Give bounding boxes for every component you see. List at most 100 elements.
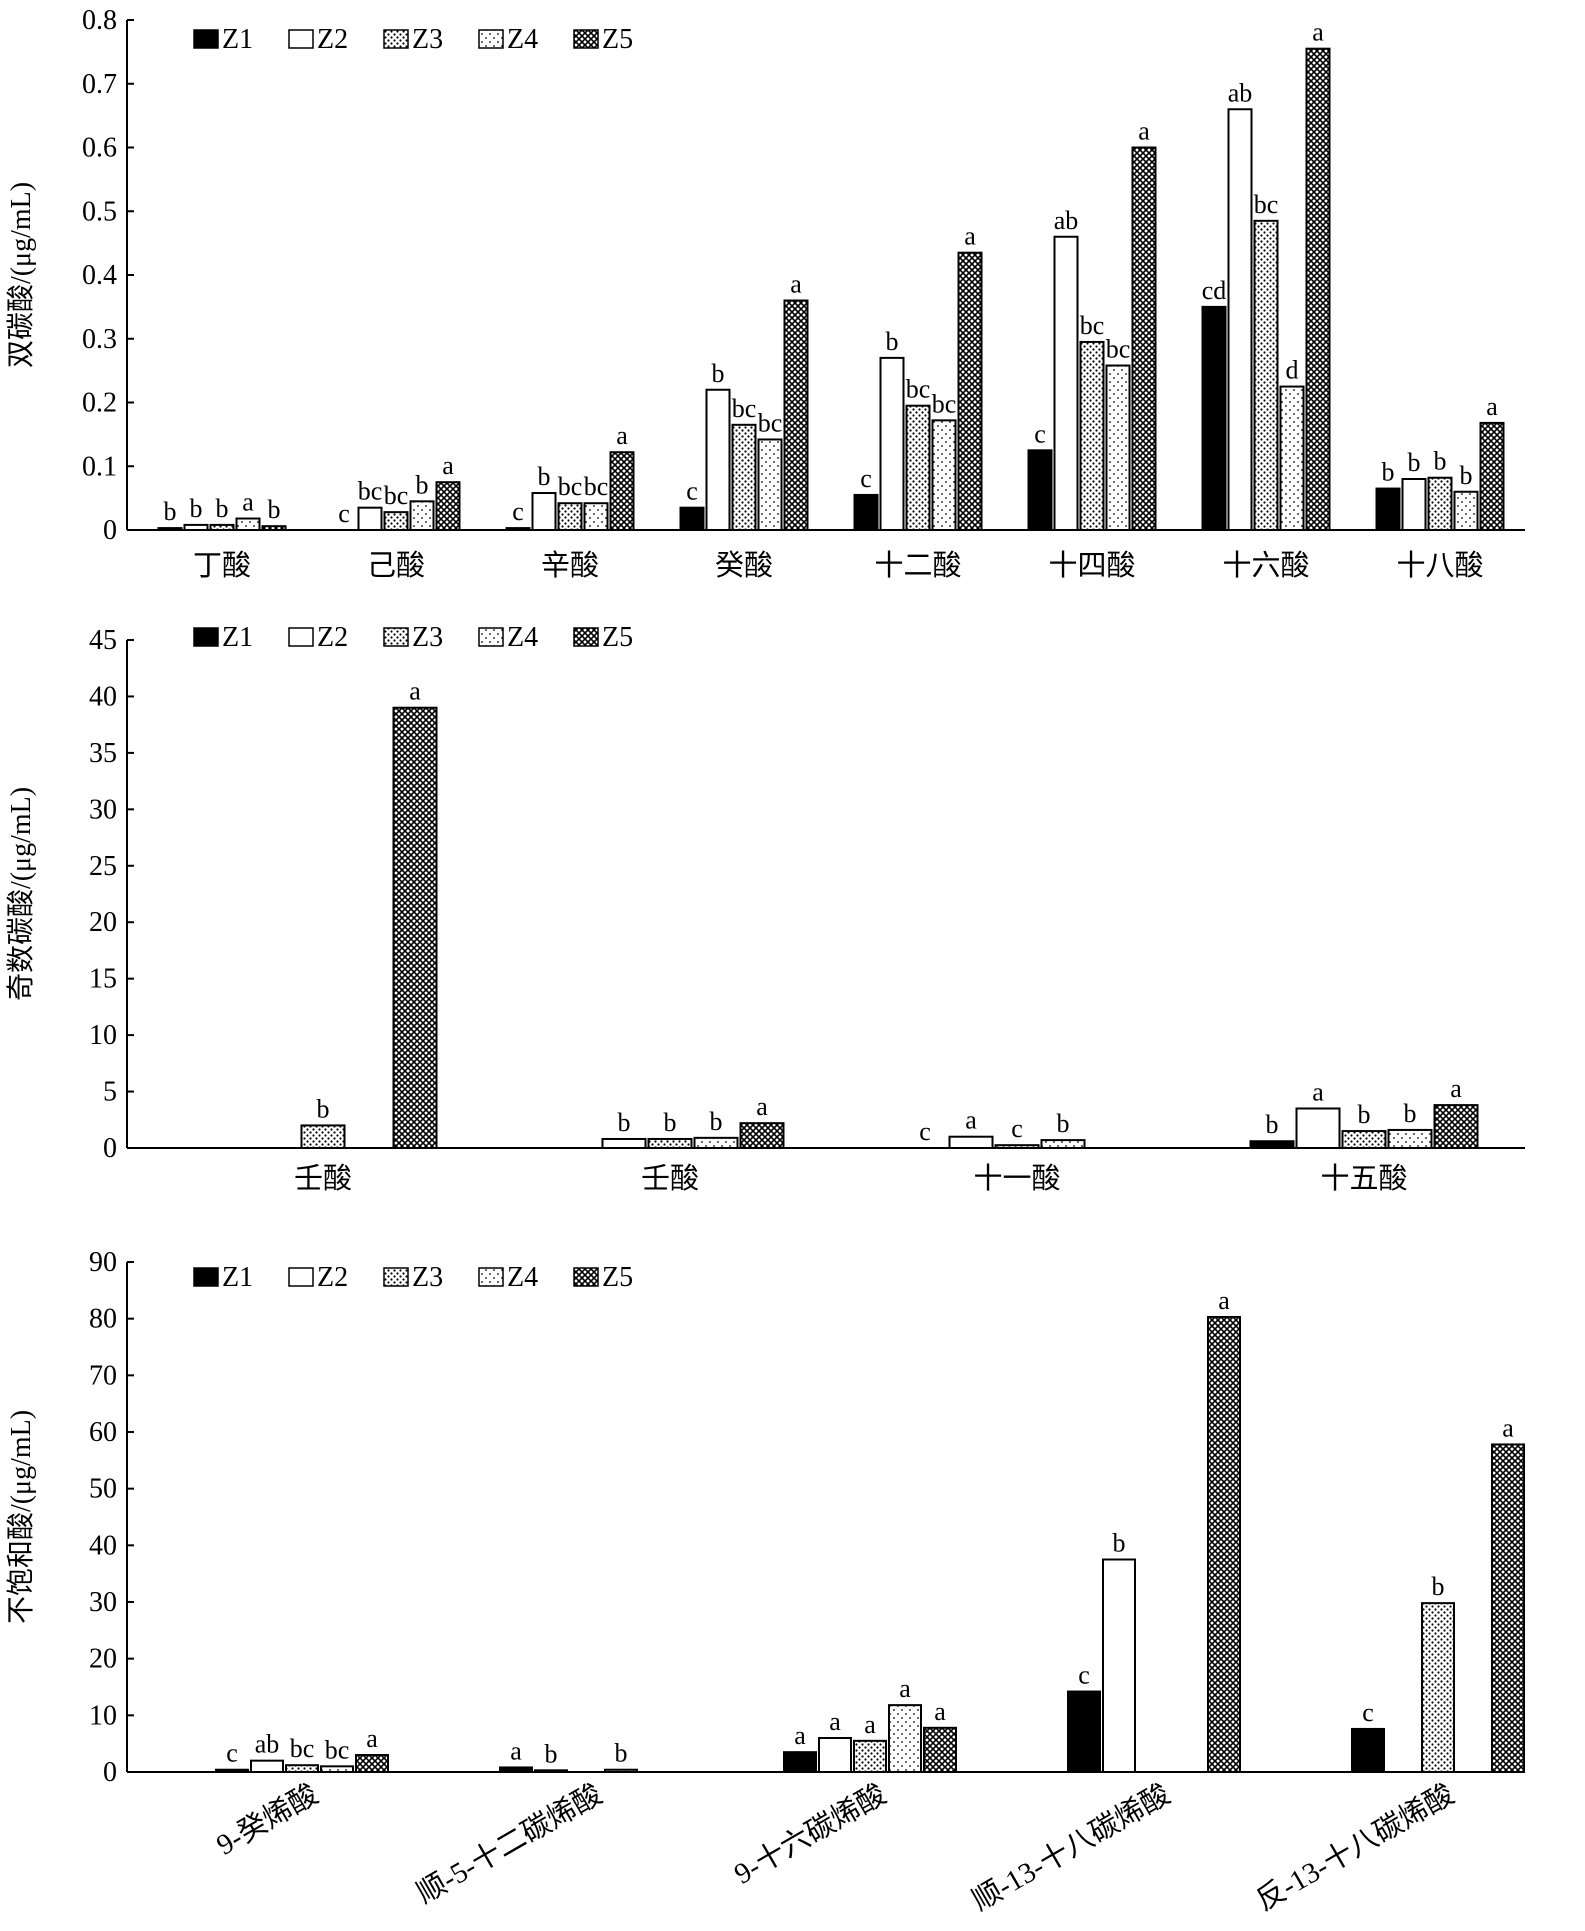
legend-swatch-z1 — [193, 29, 219, 49]
y-tick-label: 0.7 — [82, 69, 117, 100]
significance-label: a — [442, 451, 454, 480]
bar-z4-cat6 — [1279, 385, 1305, 531]
bar-z2-cat0 — [183, 523, 209, 532]
bar-z3-cat1 — [647, 1137, 693, 1149]
significance-label: bc — [558, 472, 583, 501]
legend: Z1 Z2 Z3 Z4 Z5 — [193, 622, 633, 653]
bar-z2-cat5 — [1053, 235, 1079, 531]
x-category-label: 十二酸 — [874, 549, 961, 582]
x-category-label: 壬酸 — [294, 1162, 352, 1195]
significance-label: a — [1138, 117, 1150, 146]
legend-swatch-z4 — [478, 1267, 504, 1287]
bar-z1-cat7 — [1375, 487, 1401, 531]
significance-label: a — [1218, 1286, 1230, 1315]
bar-z4-cat3 — [757, 438, 783, 532]
significance-label: b — [710, 1107, 723, 1136]
legend-label-z4: Z4 — [507, 24, 538, 55]
legend-label-z3: Z3 — [412, 622, 443, 653]
y-tick-label: 45 — [89, 625, 117, 656]
bar-z2-cat4 — [879, 356, 905, 531]
significance-label: b — [1460, 461, 1473, 490]
bar-z5-cat2 — [609, 451, 635, 532]
legend-swatch-z5 — [573, 1267, 599, 1287]
bar-z5-cat0 — [355, 1754, 389, 1773]
significance-label: a — [1312, 1077, 1324, 1106]
bar-z5-cat3 — [1207, 1315, 1241, 1773]
legend-label-z5: Z5 — [602, 1262, 633, 1293]
significance-label: b — [416, 470, 429, 499]
significance-label: bc — [906, 375, 931, 404]
significance-label: bc — [384, 481, 409, 510]
y-tick-label: 0.4 — [82, 260, 117, 291]
bar-z2-cat3 — [705, 388, 731, 531]
y-tick-label: 0.2 — [82, 388, 117, 419]
significance-label: c — [226, 1739, 238, 1768]
y-tick-label: 0.6 — [82, 133, 117, 164]
legend-label-z3: Z3 — [412, 24, 443, 55]
significance-label: d — [1286, 356, 1299, 385]
legend-label-z2: Z2 — [317, 1262, 348, 1293]
x-category-label: 十五酸 — [1320, 1162, 1407, 1195]
significance-label: a — [1502, 1413, 1514, 1442]
bar-z5-cat1 — [739, 1122, 785, 1149]
x-category-label: 己酸 — [367, 549, 425, 582]
significance-label: a — [864, 1710, 876, 1739]
panel-odd-carbon-acids: 0 5 10 15 20 25 30 35 40 45 奇数碳酸/(μg/mL) b a 壬酸 b b b a 壬酸… — [5, 622, 1525, 1195]
y-tick-label: 0 — [103, 1757, 117, 1788]
bar-z4-cat0 — [235, 517, 261, 532]
bar-z2-cat2 — [818, 1737, 852, 1773]
significance-label: b — [538, 462, 551, 491]
significance-label: a — [934, 1697, 946, 1726]
legend-swatch-z1 — [193, 1267, 219, 1287]
bar-z1-cat4 — [853, 493, 879, 531]
bar-z5-cat1 — [435, 481, 461, 531]
bar-z4-cat7 — [1453, 490, 1479, 531]
y-tick-label: 5 — [103, 1077, 117, 1108]
y-tick-label: 70 — [89, 1360, 117, 1391]
bar-z3-cat4 — [905, 404, 931, 531]
bar-z4-cat5 — [1105, 364, 1131, 531]
bar-z1-cat4 — [1351, 1727, 1385, 1774]
bar-z4-cat2 — [888, 1704, 922, 1773]
significance-label: a — [616, 421, 628, 450]
significance-label: bc — [325, 1735, 350, 1764]
y-tick-label: 80 — [89, 1304, 117, 1335]
significance-label: b — [618, 1108, 631, 1137]
significance-label: a — [829, 1707, 841, 1736]
legend-label-z4: Z4 — [507, 622, 538, 653]
legend-label-z5: Z5 — [602, 622, 633, 653]
y-tick-label: 20 — [89, 1644, 117, 1675]
significance-label: c — [512, 497, 524, 526]
significance-label: ab — [1228, 78, 1253, 107]
x-category-label: 壬酸 — [641, 1162, 699, 1195]
bar-z1-cat0 — [215, 1768, 249, 1773]
significance-label: a — [756, 1092, 768, 1121]
bar-z3-cat6 — [1253, 219, 1279, 531]
bar-z1-cat0 — [157, 527, 183, 532]
significance-label: b — [216, 494, 229, 523]
y-tick-label: 60 — [89, 1417, 117, 1448]
significance-label: b — [1113, 1529, 1126, 1558]
x-category-label: 十六酸 — [1222, 549, 1309, 582]
bar-z3-cat3 — [731, 423, 757, 531]
y-tick-label: 20 — [89, 907, 117, 938]
legend-label-z4: Z4 — [507, 1262, 538, 1293]
legend: Z1 Z2 Z3 Z4 Z5 — [193, 24, 633, 55]
y-tick-label: 0.8 — [82, 5, 117, 36]
significance-label: bc — [758, 408, 783, 437]
significance-label: bc — [932, 389, 957, 418]
bar-z4-cat1 — [693, 1136, 739, 1149]
y-tick-label: 30 — [89, 794, 117, 825]
significance-label: b — [1382, 458, 1395, 487]
legend-label-z5: Z5 — [602, 24, 633, 55]
significance-label: ab — [255, 1730, 280, 1759]
significance-label: b — [1358, 1100, 1371, 1129]
bar-z4-cat1 — [409, 500, 435, 531]
y-tick-label: 30 — [89, 1587, 117, 1618]
legend-swatch-z2 — [288, 1267, 314, 1287]
y-tick-label: 35 — [89, 738, 117, 769]
legend-swatch-z5 — [573, 627, 599, 647]
bar-z3-cat3 — [1341, 1130, 1387, 1149]
bar-z2-cat3 — [1102, 1558, 1136, 1773]
